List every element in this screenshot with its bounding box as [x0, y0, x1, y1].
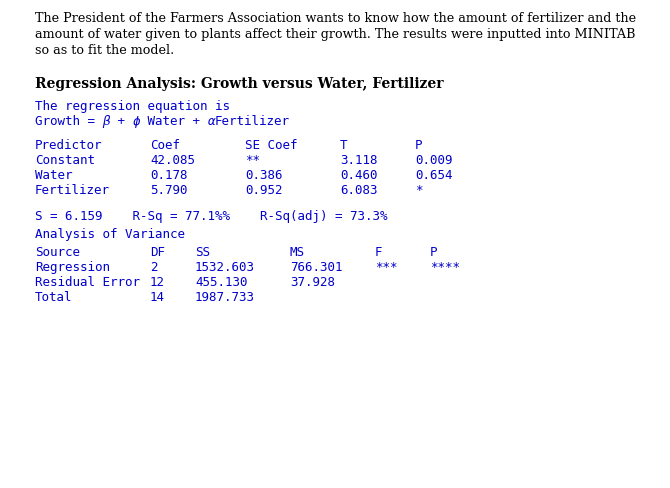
Text: so as to fit the model.: so as to fit the model.: [35, 44, 174, 57]
Text: S = 6.159    R-Sq = 77.1%%    R-Sq(adj) = 73.3%: S = 6.159 R-Sq = 77.1%% R-Sq(adj) = 73.3…: [35, 209, 387, 223]
Text: 0.952: 0.952: [245, 183, 283, 197]
Text: 0.178: 0.178: [150, 169, 188, 182]
Text: 0.460: 0.460: [340, 169, 377, 182]
Text: ****: ****: [430, 261, 460, 273]
Text: Water: Water: [35, 169, 72, 182]
Text: 766.301: 766.301: [290, 261, 342, 273]
Text: SE Coef: SE Coef: [245, 139, 297, 152]
Text: β: β: [103, 115, 110, 128]
Text: 42.085: 42.085: [150, 154, 195, 167]
Text: Coef: Coef: [150, 139, 180, 152]
Text: T: T: [340, 139, 348, 152]
Text: α: α: [208, 115, 215, 128]
Text: The President of the Farmers Association wants to know how the amount of fertili: The President of the Farmers Association…: [35, 12, 636, 25]
Text: Total: Total: [35, 290, 72, 304]
Text: Regression Analysis: Growth versus Water, Fertilizer: Regression Analysis: Growth versus Water…: [35, 77, 444, 91]
Text: Analysis of Variance: Analysis of Variance: [35, 227, 185, 241]
Text: 37.928: 37.928: [290, 275, 335, 288]
Text: 14: 14: [150, 290, 165, 304]
Text: Fertilizer: Fertilizer: [35, 183, 110, 197]
Text: 1987.733: 1987.733: [195, 290, 255, 304]
Text: Growth =: Growth =: [35, 115, 103, 128]
Text: The regression equation is: The regression equation is: [35, 100, 230, 113]
Text: 2: 2: [150, 261, 157, 273]
Text: 12: 12: [150, 275, 165, 288]
Text: *: *: [415, 183, 423, 197]
Text: SS: SS: [195, 245, 210, 259]
Text: P: P: [415, 139, 423, 152]
Text: MS: MS: [290, 245, 305, 259]
Text: Fertilizer: Fertilizer: [215, 115, 290, 128]
Text: +: +: [110, 115, 133, 128]
Text: 0.386: 0.386: [245, 169, 283, 182]
Text: 3.118: 3.118: [340, 154, 377, 167]
Text: **: **: [245, 154, 260, 167]
Text: Residual Error: Residual Error: [35, 275, 140, 288]
Text: ***: ***: [375, 261, 397, 273]
Text: Source: Source: [35, 245, 80, 259]
Text: 0.009: 0.009: [415, 154, 452, 167]
Text: Predictor: Predictor: [35, 139, 103, 152]
Text: DF: DF: [150, 245, 165, 259]
Text: Regression: Regression: [35, 261, 110, 273]
Text: Constant: Constant: [35, 154, 95, 167]
Text: 5.790: 5.790: [150, 183, 188, 197]
Text: 0.654: 0.654: [415, 169, 452, 182]
Text: 1532.603: 1532.603: [195, 261, 255, 273]
Text: P: P: [430, 245, 438, 259]
Text: F: F: [375, 245, 383, 259]
Text: 455.130: 455.130: [195, 275, 247, 288]
Text: 6.083: 6.083: [340, 183, 377, 197]
Text: amount of water given to plants affect their growth. The results were inputted i: amount of water given to plants affect t…: [35, 28, 635, 41]
Text: Water +: Water +: [140, 115, 208, 128]
Text: ϕ: ϕ: [133, 115, 140, 128]
